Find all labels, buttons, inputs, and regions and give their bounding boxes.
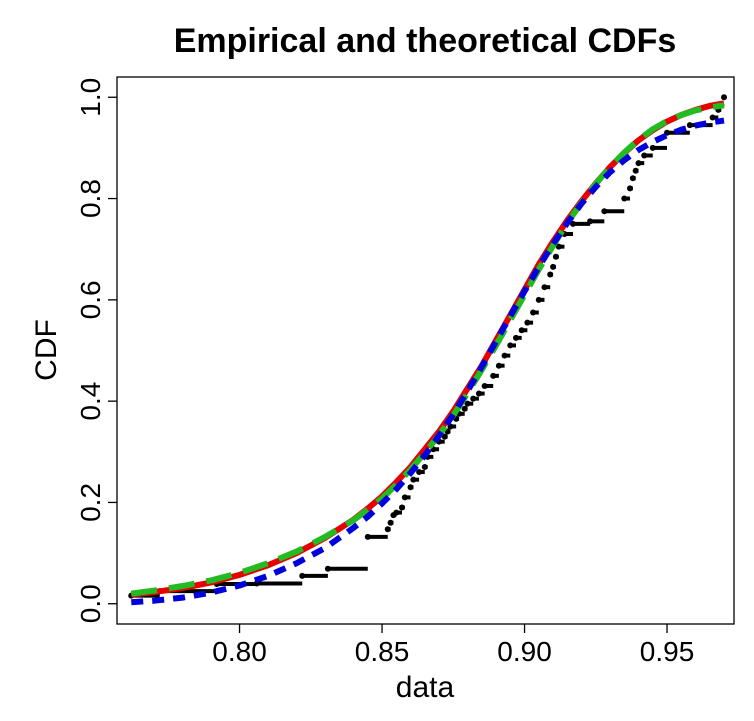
ecdf-point xyxy=(629,175,636,182)
ecdf-point xyxy=(475,390,482,397)
ecdf-point xyxy=(461,405,468,412)
ecdf-point xyxy=(421,463,428,470)
theoretical-cdf-line-3 xyxy=(131,117,725,606)
ecdf-point xyxy=(641,152,648,159)
ecdf-point xyxy=(541,284,548,291)
plot-frame xyxy=(116,76,735,625)
ecdf-point xyxy=(518,327,525,334)
ecdf-point xyxy=(555,243,562,250)
ecdf-point xyxy=(410,476,417,483)
ecdf-point xyxy=(490,372,497,379)
y-tick-label: 1.0 xyxy=(75,78,106,117)
empirical-cdf-series xyxy=(128,94,728,599)
ecdf-point xyxy=(686,122,693,129)
ecdf-point xyxy=(401,494,408,501)
ecdf-point xyxy=(569,220,576,227)
x-axis-label: data xyxy=(396,671,455,704)
ecdf-point xyxy=(393,509,400,516)
x-tick-label: 0.90 xyxy=(497,636,552,667)
ecdf-point xyxy=(547,271,554,278)
ecdf-point xyxy=(635,160,642,167)
y-tick-label: 0.2 xyxy=(75,483,106,522)
ecdf-point xyxy=(550,263,557,270)
ecdf-point xyxy=(507,342,514,349)
ecdf-point xyxy=(387,519,394,526)
ecdf-point xyxy=(464,400,471,407)
ecdf-point xyxy=(512,334,519,341)
ecdf-point xyxy=(709,114,716,121)
ecdf-point xyxy=(524,319,531,326)
ecdf-point xyxy=(601,208,608,215)
ecdf-point xyxy=(552,253,559,260)
ecdf-point xyxy=(441,433,448,440)
ecdf-point xyxy=(632,167,639,174)
ecdf-point xyxy=(501,352,508,359)
y-tick-label: 0.0 xyxy=(75,584,106,623)
ecdf-point xyxy=(407,484,414,491)
x-tick-label: 0.85 xyxy=(355,636,410,667)
ecdf-point xyxy=(626,185,633,192)
ecdf-point xyxy=(587,218,594,225)
ecdf-point xyxy=(324,565,331,572)
x-tick-label: 0.95 xyxy=(640,636,695,667)
ecdf-point xyxy=(364,533,371,540)
ecdf-point xyxy=(535,296,542,303)
ecdf-point xyxy=(384,526,391,533)
ecdf-point xyxy=(481,382,488,389)
ecdf-point xyxy=(649,144,656,151)
y-axis-label: CDF xyxy=(30,319,63,381)
x-axis: 0.80 0.85 0.90 0.95 xyxy=(212,624,694,667)
y-tick-label: 0.6 xyxy=(75,280,106,319)
ecdf-point xyxy=(299,572,306,579)
ecdf-point xyxy=(721,94,728,101)
ecdf-point xyxy=(621,195,628,202)
ecdf-point xyxy=(470,395,477,402)
y-tick-label: 0.8 xyxy=(75,179,106,218)
chart-title: Empirical and theoretical CDFs xyxy=(174,22,677,60)
series-layer xyxy=(128,94,728,606)
x-tick-label: 0.80 xyxy=(212,636,267,667)
y-tick-label: 0.4 xyxy=(75,382,106,421)
ecdf-point xyxy=(495,362,502,369)
ecdf-point xyxy=(398,504,405,511)
y-axis: 0.0 0.2 0.4 0.6 0.8 1.0 xyxy=(75,78,117,623)
ecdf-point xyxy=(530,309,537,316)
ecdf-point xyxy=(416,469,423,476)
